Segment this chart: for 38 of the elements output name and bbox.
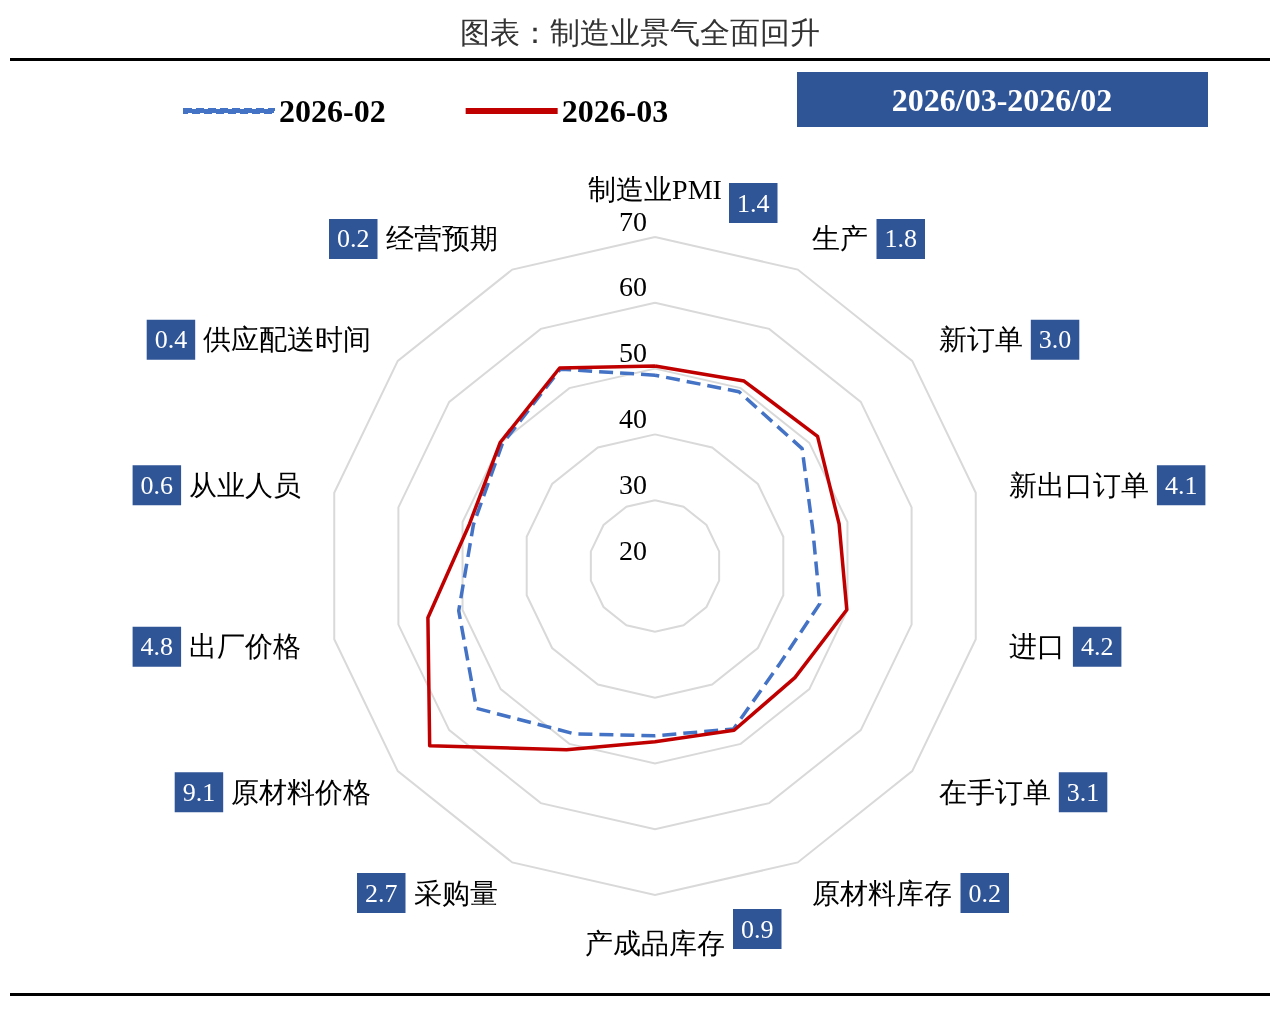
text: 2.7 bbox=[365, 878, 398, 908]
text: 4.8 bbox=[140, 632, 174, 662]
y-tick-label: 50 bbox=[619, 337, 647, 369]
text: 3.1 bbox=[1066, 777, 1100, 807]
chart-title: 图表：制造业景气全面回升 bbox=[460, 15, 820, 49]
spoke-label: 出厂价格 bbox=[189, 631, 302, 663]
y-tick-label: 30 bbox=[619, 468, 647, 500]
spoke-label: 新订单 bbox=[938, 324, 1023, 356]
spoke-label: 原材料价格 bbox=[231, 776, 372, 808]
text: 0.6 bbox=[140, 470, 174, 500]
text: 9.1 bbox=[182, 777, 216, 807]
spoke-label: 新出口订单 bbox=[1008, 469, 1149, 501]
text: 0.2 bbox=[968, 878, 1001, 908]
spoke-label: 生产 bbox=[812, 223, 869, 255]
y-tick-label: 60 bbox=[619, 271, 647, 303]
spoke-label: 经营预期 bbox=[385, 223, 498, 255]
text: 3.0 bbox=[1038, 325, 1072, 355]
text: 0.9 bbox=[741, 914, 774, 944]
spoke-label: 进口 bbox=[1008, 631, 1065, 663]
spoke-label: 制造业PMI bbox=[588, 173, 722, 205]
text: 0.2 bbox=[337, 224, 370, 254]
text: 2026/03-2026/02 bbox=[891, 82, 1113, 118]
y-tick-label: 40 bbox=[619, 402, 647, 434]
spoke-label: 在手订单 bbox=[938, 776, 1051, 808]
y-tick-label: 20 bbox=[619, 534, 647, 566]
spoke-label: 采购量 bbox=[413, 877, 498, 909]
legend-label: 2026-03 bbox=[561, 93, 669, 129]
text: 4.1 bbox=[1164, 470, 1198, 500]
spoke-label: 产成品库存 bbox=[585, 927, 725, 959]
legend-label: 2026-02 bbox=[279, 93, 386, 129]
text: 0.4 bbox=[154, 325, 188, 355]
text: 1.8 bbox=[884, 224, 917, 254]
text: 1.4 bbox=[737, 188, 770, 218]
spoke-label: 供应配送时间 bbox=[203, 324, 372, 356]
spoke-label: 从业人员 bbox=[189, 469, 302, 501]
spoke-label: 原材料库存 bbox=[812, 877, 953, 909]
y-tick-label: 70 bbox=[619, 205, 647, 237]
text: 4.2 bbox=[1080, 632, 1114, 662]
